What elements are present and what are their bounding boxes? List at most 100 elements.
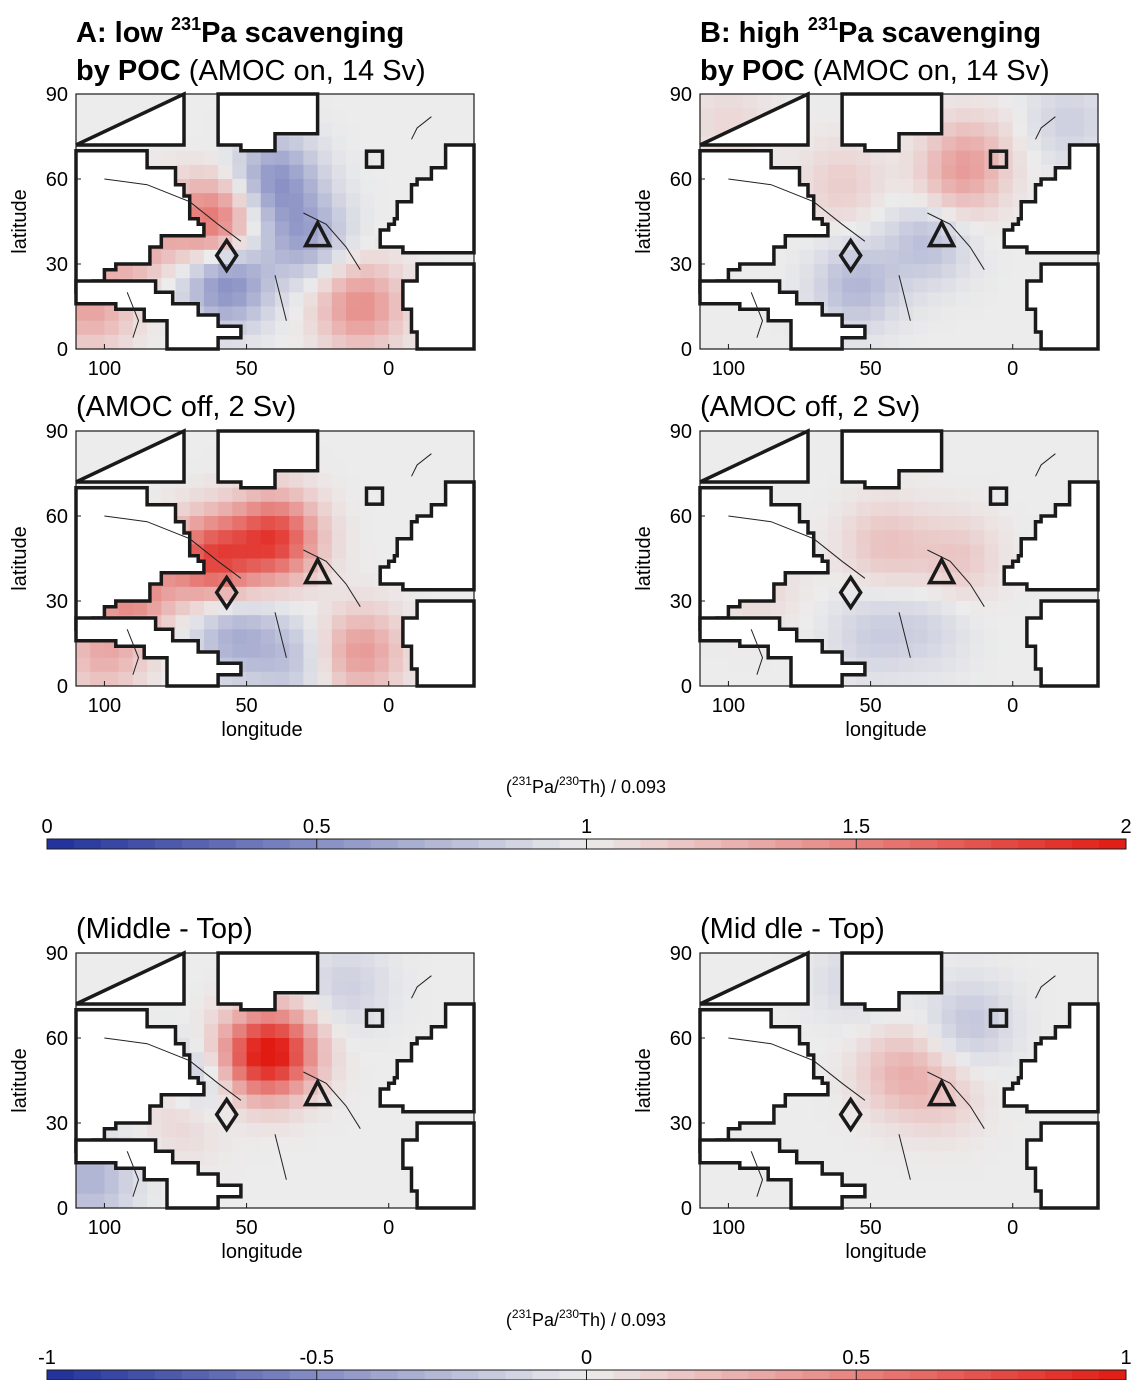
field-cell bbox=[970, 150, 985, 166]
field-cell bbox=[899, 995, 914, 1011]
colorbar-swatch bbox=[910, 839, 938, 849]
field-cell bbox=[870, 1066, 886, 1082]
field-cell bbox=[175, 278, 191, 293]
field-cell bbox=[275, 292, 290, 308]
field-cell bbox=[417, 967, 432, 982]
field-cell bbox=[388, 657, 404, 673]
field-cell bbox=[842, 530, 857, 545]
field-cell bbox=[927, 264, 943, 279]
field-cell bbox=[856, 193, 872, 208]
field-cell bbox=[970, 1123, 985, 1138]
field-cell bbox=[360, 264, 376, 279]
field-cell bbox=[913, 586, 929, 602]
field-cell bbox=[346, 179, 361, 194]
field-cell bbox=[899, 530, 914, 545]
field-cell bbox=[132, 1193, 148, 1209]
field-cell bbox=[360, 1080, 376, 1096]
field-cell bbox=[955, 306, 971, 322]
colorbar-swatch bbox=[694, 839, 722, 849]
colorbar-swatch bbox=[937, 1370, 965, 1380]
field-cell bbox=[104, 1193, 120, 1209]
field-cell bbox=[1012, 615, 1028, 630]
field-cell bbox=[189, 995, 205, 1011]
field-cell bbox=[813, 1137, 829, 1152]
field-cell bbox=[402, 108, 418, 123]
coastline-5 bbox=[698, 279, 867, 351]
field-cell bbox=[189, 1094, 205, 1110]
contour-line bbox=[927, 549, 985, 607]
field-cell bbox=[813, 1023, 829, 1039]
y-axis-label: latitude bbox=[9, 1048, 31, 1113]
field-cell bbox=[161, 150, 177, 166]
field-cell bbox=[232, 516, 248, 531]
field-cell bbox=[799, 150, 815, 166]
field-cell bbox=[275, 1038, 290, 1053]
field-cell bbox=[870, 207, 886, 223]
field-cell bbox=[1012, 459, 1028, 475]
field-cell bbox=[970, 615, 985, 630]
field-cell bbox=[771, 1193, 786, 1209]
field-cell bbox=[785, 572, 801, 588]
field-cell bbox=[76, 108, 91, 123]
field-cell bbox=[785, 1094, 801, 1110]
field-cell bbox=[360, 981, 376, 997]
field-cell bbox=[260, 530, 276, 545]
field-cell bbox=[813, 108, 829, 123]
field-cell bbox=[827, 995, 843, 1011]
field-cell bbox=[955, 1165, 971, 1181]
field-cell bbox=[331, 445, 347, 460]
field-cell bbox=[970, 1193, 985, 1209]
field-cell bbox=[303, 629, 319, 645]
field-cell bbox=[756, 431, 772, 446]
field-cell bbox=[884, 235, 900, 251]
field-cell bbox=[289, 278, 305, 293]
field-cell bbox=[1012, 1108, 1028, 1124]
field-cell bbox=[90, 1165, 106, 1181]
field-cell bbox=[260, 516, 276, 531]
field-cell bbox=[459, 445, 475, 460]
field-cell bbox=[941, 445, 957, 460]
field-cell bbox=[189, 249, 205, 265]
contour-line bbox=[104, 1037, 242, 1101]
field-cell bbox=[913, 671, 929, 687]
field-cell bbox=[303, 1009, 319, 1025]
field-cell bbox=[317, 249, 333, 265]
field-cell bbox=[984, 108, 1000, 123]
field-cell bbox=[1012, 586, 1028, 602]
field-cell bbox=[317, 164, 333, 180]
field-cell bbox=[998, 136, 1014, 152]
field-cell bbox=[459, 122, 475, 138]
field-cell bbox=[842, 643, 857, 659]
field-cell bbox=[289, 292, 305, 308]
field-cell bbox=[232, 264, 248, 279]
field-cell bbox=[998, 671, 1014, 687]
field-cell bbox=[346, 320, 361, 336]
field-cell bbox=[799, 1108, 815, 1124]
field-cell bbox=[813, 981, 829, 997]
field-cell bbox=[941, 1179, 957, 1195]
field-cell bbox=[431, 967, 447, 982]
field-cell bbox=[955, 1009, 971, 1025]
field-cell bbox=[941, 278, 957, 293]
field-cell bbox=[941, 179, 957, 194]
field-cell bbox=[842, 164, 857, 180]
field-cell bbox=[232, 1052, 248, 1067]
field-cell bbox=[289, 320, 305, 336]
field-cell bbox=[714, 320, 730, 336]
field-cell bbox=[941, 334, 957, 350]
field-cell bbox=[246, 657, 262, 673]
field-cell bbox=[189, 94, 205, 109]
field-cell bbox=[870, 544, 886, 560]
field-cell bbox=[260, 320, 276, 336]
field-cell bbox=[360, 179, 376, 194]
field-cell bbox=[388, 473, 404, 489]
field-cell bbox=[913, 1094, 929, 1110]
triangle-marker bbox=[302, 1077, 333, 1107]
field-cell bbox=[246, 629, 262, 645]
field-cell bbox=[431, 487, 447, 503]
field-cell bbox=[445, 108, 461, 123]
field-cell bbox=[771, 320, 786, 336]
field-cell bbox=[927, 306, 943, 322]
field-cell bbox=[331, 516, 347, 531]
field-cell bbox=[955, 981, 971, 997]
